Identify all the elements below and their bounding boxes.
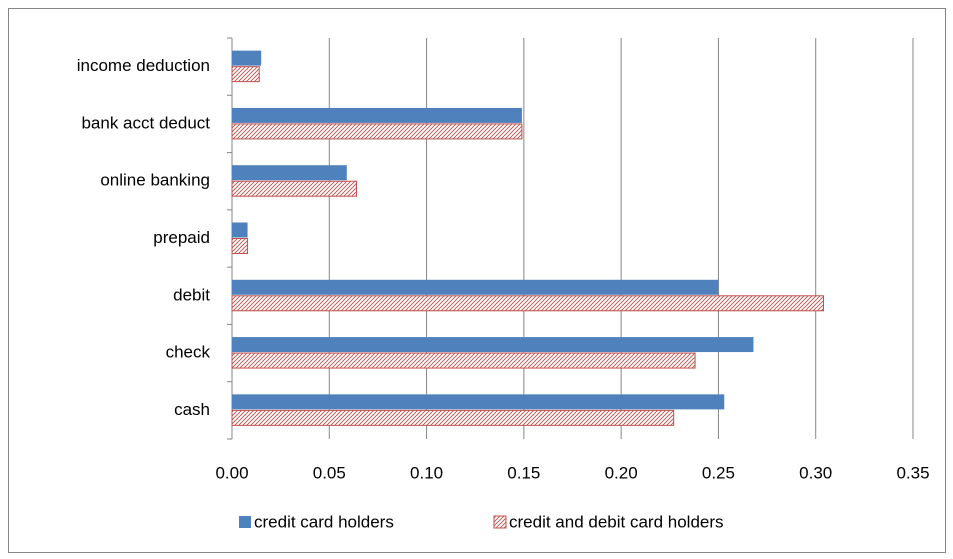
y-tick-label: bank acct deduct	[81, 113, 210, 132]
bar	[231, 238, 249, 254]
y-tick-label: cash	[174, 400, 210, 419]
bar	[232, 394, 725, 410]
bar	[231, 352, 696, 369]
bar	[232, 337, 754, 353]
x-tick-label: 0.00	[215, 463, 248, 482]
legend-swatch	[493, 515, 507, 529]
x-tick-label: 0.35	[896, 463, 929, 482]
bar	[232, 107, 522, 123]
bar	[232, 165, 347, 181]
bar	[231, 123, 523, 140]
x-tick-label: 0.10	[410, 463, 443, 482]
legend-label: credit and debit card holders	[509, 512, 724, 531]
bar	[232, 279, 719, 295]
x-tick-label: 0.15	[507, 463, 540, 482]
bar	[231, 180, 358, 197]
y-tick-label: income deduction	[77, 56, 210, 75]
x-tick-label: 0.20	[605, 463, 638, 482]
x-tick-label: 0.05	[313, 463, 346, 482]
x-tick-label: 0.30	[799, 463, 832, 482]
bar	[232, 222, 248, 238]
y-tick-label: debit	[173, 285, 210, 304]
bar	[231, 295, 824, 312]
y-tick-label: prepaid	[153, 228, 210, 247]
x-tick-label: 0.25	[702, 463, 735, 482]
legend-label: credit card holders	[254, 512, 394, 531]
legend-swatch	[239, 516, 251, 528]
bar	[231, 66, 260, 83]
bar	[232, 50, 262, 66]
y-tick-label: online banking	[100, 171, 210, 190]
y-tick-label: check	[166, 343, 211, 362]
bar	[231, 409, 675, 426]
